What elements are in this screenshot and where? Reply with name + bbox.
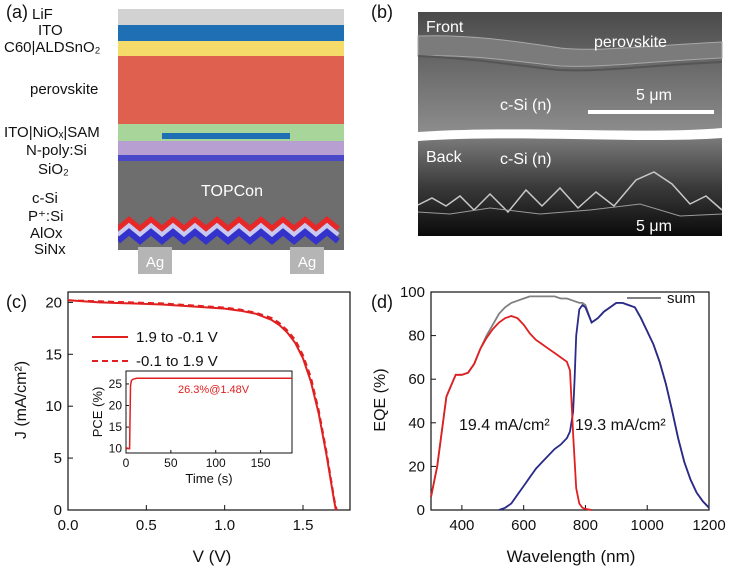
eqe-xtick: 600: [511, 517, 536, 534]
eqe-xtick: 400: [449, 517, 474, 534]
panel-c-letter: (c): [6, 292, 27, 312]
jv-xtick: 0.0: [58, 517, 79, 534]
eqe-series-2: [430, 295, 710, 509]
inset-xlabel: Time (s): [185, 471, 232, 486]
eqe-xlabel: Wavelength (nm): [507, 547, 636, 566]
inset-xtick: 0: [123, 456, 130, 470]
sem-front-title: Front: [426, 19, 464, 36]
jv-ytick: 0: [54, 502, 62, 519]
layer-label-2: C60|ALDSnO₂: [4, 39, 101, 56]
jv-ytick: 15: [45, 346, 62, 363]
topcon-label: TOPCon: [201, 183, 263, 200]
jv-legend-label-1: -0.1 to 1.9 V: [136, 353, 218, 370]
inset-ytick: 15: [109, 420, 123, 434]
panel-b-letter: (b): [371, 2, 393, 22]
inset-ytick: 20: [109, 399, 123, 413]
eqe-ytick: 40: [408, 415, 425, 432]
ito-layer: [118, 25, 344, 41]
layer-label-10: SiNx: [34, 241, 66, 258]
eqe-xtick: 1200: [692, 517, 725, 534]
pyramid-texture: [417, 171, 723, 214]
sem-front-csi-label: c-Si (n): [500, 97, 552, 114]
sem-front-perovskite-label: perovskite: [594, 34, 667, 51]
sem-images: Front perovskite c-Si (n) 5 μm Back c-Si…: [417, 12, 723, 236]
sem-front-scale-text: 5 μm: [636, 87, 672, 104]
jv-ytick: 20: [45, 294, 62, 311]
ag-contact-right: [290, 247, 324, 274]
eqe-series-0: [430, 315, 592, 511]
p-si-layer: [118, 216, 340, 233]
plot-frame: [430, 291, 710, 511]
perovskite-layer: [118, 56, 344, 124]
sem-back-image: [418, 138, 722, 236]
jv-xlabel: V (V): [193, 547, 232, 566]
eqe-chart: 400 600 800 1000 1200 0 20 40 60 80 100 sum Wavele…: [372, 284, 726, 566]
alox-layer: [118, 222, 340, 239]
jv-xtick: 0.5: [136, 517, 157, 534]
layer-label-4: ITO|NiOₓ|SAM: [4, 124, 100, 141]
eqe-ytick: 60: [408, 371, 425, 388]
layer-label-3: perovskite: [30, 81, 98, 98]
n-poly-layer: [118, 141, 344, 155]
sio2-layer: [118, 155, 344, 161]
eqe-xtick: 800: [573, 517, 598, 534]
lif-layer: [118, 9, 344, 25]
sinx-layer: [118, 228, 340, 245]
textured-rear-layers: [118, 216, 344, 250]
jv-ytick: 10: [45, 398, 62, 415]
inset-xtick: 150: [251, 456, 271, 470]
ag-contact-right-label: Ag: [298, 254, 316, 271]
jv-chart: 0.0 0.5 1.0 1.5 0 5 10 15 20 1.9 to -0.1 V -0.1 t…: [13, 291, 351, 566]
sem-back-scale-text: 5 μm: [636, 218, 672, 235]
layer-label-1: ITO: [38, 22, 63, 39]
sem-back-title: Back: [426, 149, 463, 166]
inset-xtick: 100: [206, 456, 226, 470]
eqe-ytick: 0: [417, 502, 425, 519]
layer-label-5: N-poly:Si: [26, 142, 87, 159]
layer-label-8: P⁺:Si: [28, 208, 63, 225]
layer-label-6: SiO₂: [38, 161, 69, 178]
perovskite-film: [417, 35, 723, 67]
ag-contact-left-label: Ag: [146, 254, 164, 271]
layer-label-0: LiF: [32, 6, 53, 23]
eqe-ylabel: EQE (%): [372, 368, 389, 431]
plot-frame: [67, 291, 351, 511]
panel-d-letter: (d): [371, 292, 393, 312]
jv-xtick: 1.5: [293, 517, 314, 534]
eqe-ytick: 100: [400, 284, 425, 301]
jv-ylabel: J (mA/cm²): [13, 361, 30, 439]
layer-label-7: c-Si: [32, 190, 58, 207]
inset-ylabel: PCE (%): [90, 387, 105, 438]
inset-ytick: 10: [109, 442, 123, 456]
eqe-ytick: 20: [408, 458, 425, 475]
eqe-annotation-bottom: 19.3 mA/cm²: [575, 417, 666, 434]
sem-front-scale-bar: [588, 110, 714, 114]
inset-frame: [125, 370, 293, 454]
c60-layer: [118, 41, 344, 56]
eqe-series-1: [498, 302, 710, 511]
sem-back-csi-label: c-Si (n): [500, 151, 552, 168]
inset-ytick: 25: [109, 377, 123, 391]
jv-legend-label-0: 1.9 to -0.1 V: [136, 329, 218, 346]
eqe-ytick: 80: [408, 328, 425, 345]
layer-label-9: AlOx: [30, 225, 63, 242]
eqe-annotation-top: 19.4 mA/cm²: [459, 417, 550, 434]
inset-annotation: 26.3%@1.48V: [178, 384, 250, 396]
jv-xtick: 1.0: [214, 517, 235, 534]
ag-contact-left: [138, 247, 172, 274]
inset-series-0: [125, 377, 292, 450]
eqe-legend-label: sum: [667, 290, 695, 307]
panel-a-letter: (a): [6, 2, 28, 22]
eqe-xtick: 1000: [631, 517, 664, 534]
jv-ytick: 5: [54, 450, 62, 467]
recombination-ito-strip: [162, 133, 290, 139]
inset-xtick: 50: [164, 456, 178, 470]
